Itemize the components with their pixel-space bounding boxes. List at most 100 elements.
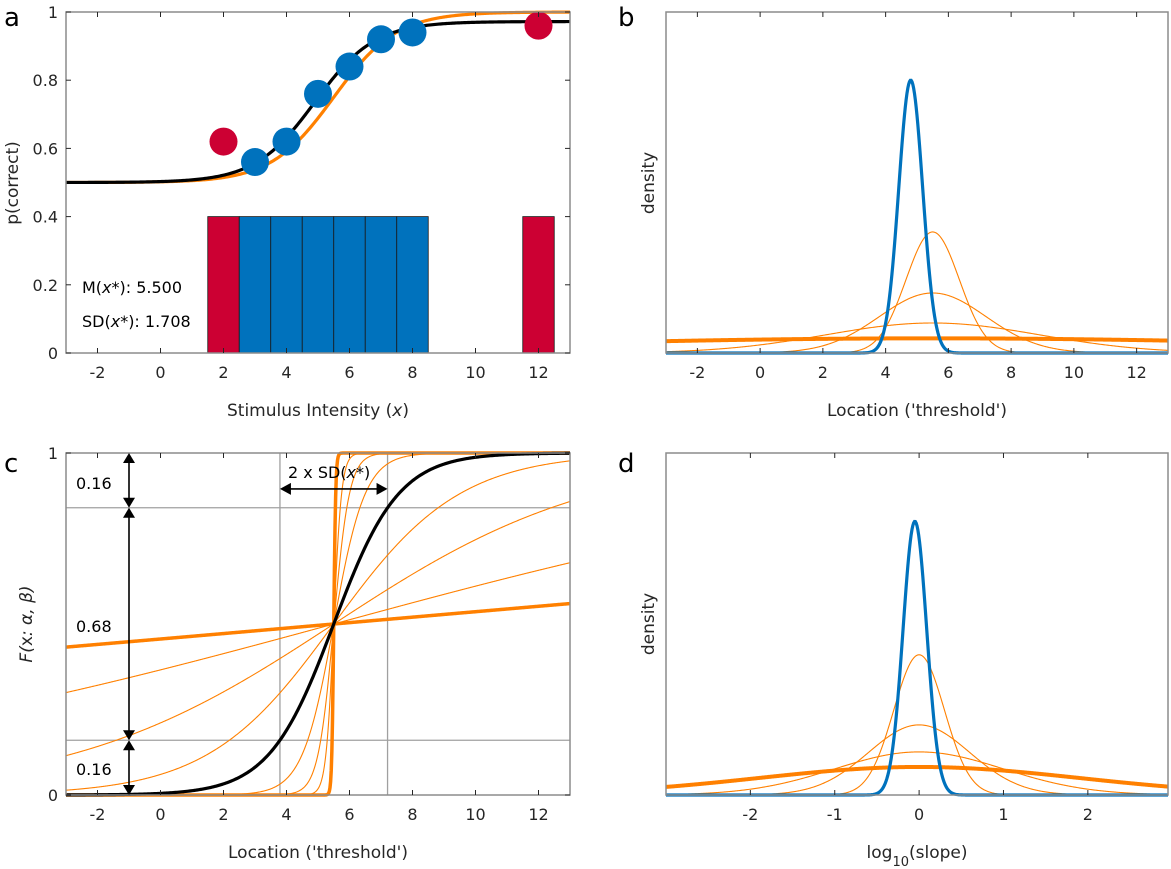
orange-cdf — [65, 601, 571, 649]
x-tick-label: 4 — [281, 805, 291, 824]
y-tick-label: 0.4 — [33, 208, 58, 227]
axes-frame — [665, 452, 1169, 796]
x-axis-label-d: log10(slope) — [867, 843, 968, 869]
posterior-density — [666, 519, 1168, 797]
arrow-head-right-icon — [376, 482, 388, 495]
y-tick-label: 1 — [48, 3, 58, 22]
histogram-bar — [270, 216, 303, 354]
sd-annotation: SD(x*): 1.708 — [82, 312, 191, 331]
x-tick-label: 0 — [155, 805, 165, 824]
panel-d: d -2 -1 0 1 2 log10(slope) density — [618, 449, 1169, 869]
x-tick-label: 6 — [344, 805, 354, 824]
x-tick-label: 12 — [528, 363, 548, 382]
orange-cdf — [65, 562, 571, 694]
x-tick-label: 4 — [281, 363, 291, 382]
histogram-bar — [333, 216, 366, 354]
cdf-curves — [65, 451, 571, 797]
axes-a: -2 0 2 4 6 8 10 12 0 0.2 0.4 0.6 0.8 1 — [33, 3, 571, 382]
included-point — [367, 25, 395, 54]
x-tick-label: 0 — [914, 805, 924, 824]
panel-letter-b: b — [618, 3, 635, 33]
posterior-density — [666, 78, 1168, 355]
histogram-bars — [207, 216, 555, 354]
density-lines-d — [665, 519, 1169, 797]
y-tick-label: 1 — [48, 444, 58, 463]
prior-4-density — [665, 764, 1169, 789]
y-axis-label-c: F(x: α, β) — [17, 585, 37, 662]
x-tick-label: 0 — [755, 363, 765, 382]
x-tick-label: 8 — [1006, 363, 1016, 382]
y-axis-label-d: density — [639, 593, 659, 655]
bottom-probability-label: 0.16 — [76, 760, 112, 779]
x-tick-label: 4 — [881, 363, 891, 382]
included-point — [241, 148, 269, 177]
arrow-head-up-icon — [123, 507, 135, 518]
x-tick-label: 10 — [1064, 363, 1084, 382]
x-tick-label: 1 — [998, 805, 1008, 824]
x-tick-label: 2 — [218, 805, 228, 824]
excluded-point — [209, 127, 238, 156]
x-tick-label: 12 — [528, 805, 548, 824]
data-points — [209, 11, 553, 177]
included-point — [335, 52, 364, 81]
axes-frame — [65, 452, 571, 796]
x-tick-label: 8 — [407, 363, 417, 382]
included-point — [272, 127, 301, 156]
x-tick-label: -2 — [689, 363, 705, 382]
x-tick-label: 8 — [407, 805, 417, 824]
x-tick-label: 10 — [465, 363, 485, 382]
prior-3-density — [665, 751, 1169, 796]
arrow-head-down-icon — [123, 497, 135, 508]
density-lines-b — [665, 78, 1169, 355]
histogram-bar — [364, 216, 398, 354]
panel-letter-a: a — [4, 3, 20, 33]
histogram-bar — [396, 216, 429, 354]
y-tick-label: 0 — [48, 344, 58, 363]
prior-4-density — [665, 336, 1169, 344]
panel-letter-c: c — [4, 449, 18, 479]
middle-probability-label: 0.68 — [76, 617, 112, 636]
x-tick-label: 2 — [818, 363, 828, 382]
x-axis-label-a: Stimulus Intensity (x) — [227, 401, 409, 421]
panel-letter-d: d — [618, 449, 635, 479]
x-tick-label: -2 — [90, 805, 106, 824]
histogram-bar — [207, 216, 240, 354]
histogram-bar — [522, 216, 555, 354]
histogram-bar — [301, 216, 335, 354]
panel-a: a -2 0 2 4 6 8 10 12 0 0.2 0.4 0.6 0.8 1 M(x*): 5.500… — [3, 3, 571, 421]
x-tick-label: 12 — [1126, 363, 1146, 382]
included-point — [304, 79, 332, 108]
y-tick-label: 0.8 — [33, 71, 58, 90]
y-tick-label: 0 — [48, 786, 58, 805]
histogram-bar — [238, 216, 272, 354]
x-tick-label: -2 — [742, 805, 758, 824]
annotation-arrows — [123, 453, 388, 795]
x-axis-label-b: Location ('threshold') — [827, 401, 1007, 421]
prior-2-density — [666, 724, 1168, 796]
x-tick-label: -2 — [90, 363, 106, 382]
x-axis-label-c: Location ('threshold') — [228, 843, 408, 863]
arrow-head-up-icon — [123, 453, 135, 463]
axes-frame — [665, 11, 1169, 354]
prior-1-density — [666, 231, 1168, 354]
x-tick-label: 10 — [465, 805, 485, 824]
x-tick-label: 2 — [1083, 805, 1093, 824]
orange-cdf — [65, 500, 571, 757]
arrow-head-down-icon — [123, 785, 135, 795]
x-tick-label: 0 — [155, 363, 165, 382]
axes-d: -2 -1 0 1 2 — [665, 452, 1169, 824]
panel-b: b -2 0 2 4 6 8 10 12 Location ('threshold') den… — [618, 3, 1169, 421]
prior-3-density — [665, 322, 1169, 353]
axes-b: -2 0 2 4 6 8 10 12 — [665, 11, 1169, 382]
y-tick-label: 0.6 — [33, 139, 58, 158]
panel-c: c -2 0 2 4 6 8 10 12 0 1 0.16 0.68 0.16 2 x SD(x*… — [4, 444, 571, 863]
y-axis-label-b: density — [639, 152, 659, 214]
sd-range-label: 2 x SD(x*) — [288, 463, 370, 482]
included-point — [398, 18, 427, 47]
y-tick-label: 0.2 — [33, 276, 58, 295]
y-axis-label-a: p(correct) — [3, 141, 23, 225]
arrow-head-up-icon — [123, 740, 135, 751]
arrow-head-left-icon — [279, 482, 291, 495]
x-tick-label: 2 — [218, 363, 228, 382]
